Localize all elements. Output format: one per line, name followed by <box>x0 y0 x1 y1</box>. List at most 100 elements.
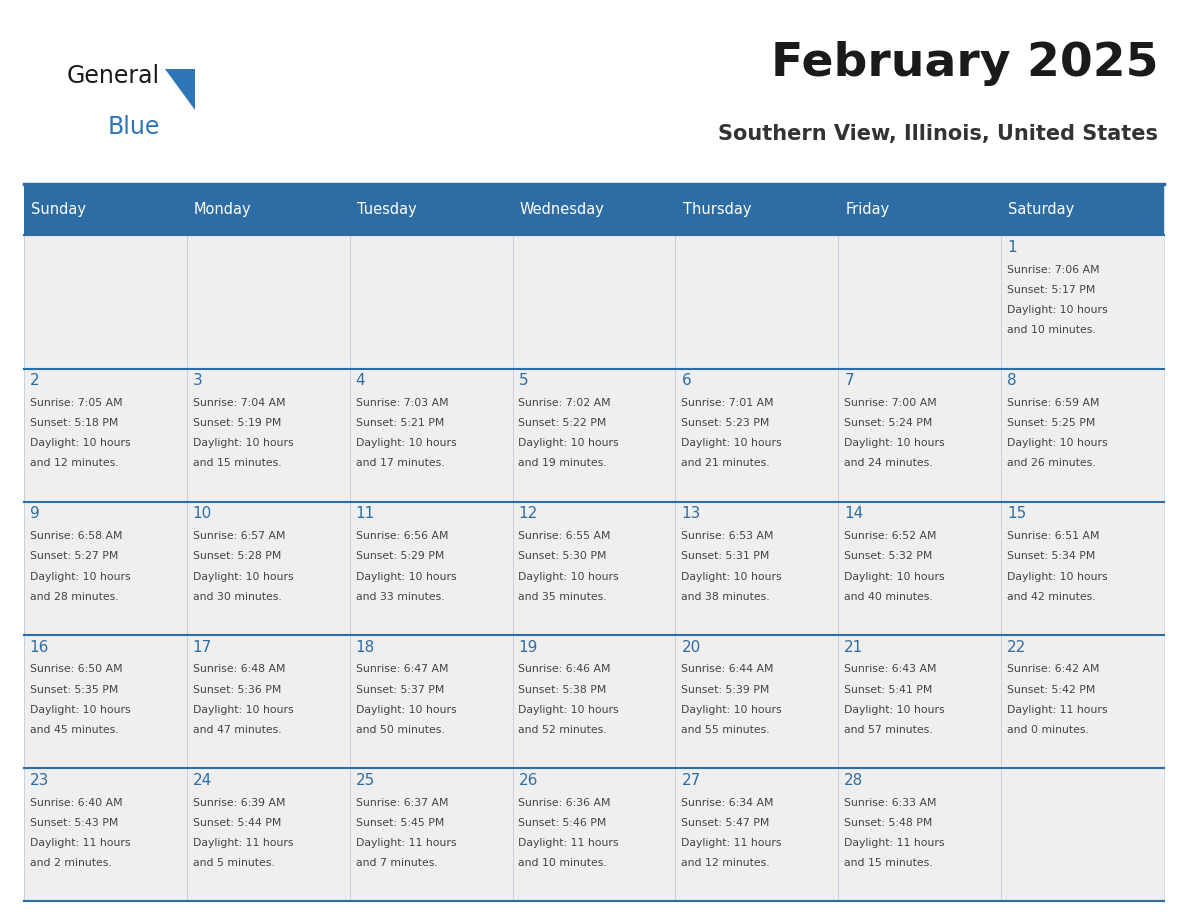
Text: Thursday: Thursday <box>683 202 751 217</box>
Bar <box>187 502 349 635</box>
Text: Sunset: 5:23 PM: Sunset: 5:23 PM <box>682 418 770 428</box>
Text: Sunset: 5:19 PM: Sunset: 5:19 PM <box>192 418 282 428</box>
Text: 27: 27 <box>682 773 701 788</box>
Text: Sunrise: 6:46 AM: Sunrise: 6:46 AM <box>518 665 611 675</box>
Text: Sunset: 5:42 PM: Sunset: 5:42 PM <box>1007 685 1095 695</box>
Text: Sunrise: 6:57 AM: Sunrise: 6:57 AM <box>192 532 285 541</box>
Text: Daylight: 11 hours: Daylight: 11 hours <box>355 838 456 848</box>
Text: and 21 minutes.: and 21 minutes. <box>682 458 770 468</box>
Bar <box>512 635 676 768</box>
Text: Sunset: 5:17 PM: Sunset: 5:17 PM <box>1007 285 1095 295</box>
Text: 18: 18 <box>355 640 374 655</box>
Text: and 30 minutes.: and 30 minutes. <box>192 592 282 601</box>
Text: 13: 13 <box>682 507 701 521</box>
Text: and 2 minutes.: and 2 minutes. <box>30 858 112 868</box>
Text: Sunday: Sunday <box>31 202 86 217</box>
Text: Sunset: 5:37 PM: Sunset: 5:37 PM <box>355 685 444 695</box>
Text: Daylight: 10 hours: Daylight: 10 hours <box>1007 305 1108 315</box>
Text: Daylight: 10 hours: Daylight: 10 hours <box>30 438 131 448</box>
Text: and 55 minutes.: and 55 minutes. <box>682 725 770 735</box>
Polygon shape <box>165 69 195 110</box>
Text: Sunrise: 6:48 AM: Sunrise: 6:48 AM <box>192 665 285 675</box>
Bar <box>24 368 187 502</box>
Bar <box>187 368 349 502</box>
Text: Daylight: 10 hours: Daylight: 10 hours <box>192 438 293 448</box>
Text: Sunrise: 6:56 AM: Sunrise: 6:56 AM <box>355 532 448 541</box>
Text: and 42 minutes.: and 42 minutes. <box>1007 592 1095 601</box>
Text: Sunset: 5:22 PM: Sunset: 5:22 PM <box>518 418 607 428</box>
Text: Sunrise: 7:05 AM: Sunrise: 7:05 AM <box>30 397 122 408</box>
Text: and 33 minutes.: and 33 minutes. <box>355 592 444 601</box>
Text: Sunrise: 6:39 AM: Sunrise: 6:39 AM <box>192 798 285 808</box>
Text: February 2025: February 2025 <box>771 41 1158 86</box>
Text: and 0 minutes.: and 0 minutes. <box>1007 725 1089 735</box>
Text: Sunset: 5:31 PM: Sunset: 5:31 PM <box>682 552 770 561</box>
Text: Sunset: 5:18 PM: Sunset: 5:18 PM <box>30 418 118 428</box>
Text: Sunrise: 6:42 AM: Sunrise: 6:42 AM <box>1007 665 1100 675</box>
Text: Daylight: 10 hours: Daylight: 10 hours <box>30 705 131 715</box>
Text: Sunrise: 7:02 AM: Sunrise: 7:02 AM <box>518 397 611 408</box>
Bar <box>512 768 676 901</box>
Text: and 26 minutes.: and 26 minutes. <box>1007 458 1095 468</box>
Text: 3: 3 <box>192 373 202 388</box>
Text: and 52 minutes.: and 52 minutes. <box>518 725 607 735</box>
Bar <box>676 768 839 901</box>
Text: Daylight: 10 hours: Daylight: 10 hours <box>1007 572 1108 581</box>
Text: Daylight: 10 hours: Daylight: 10 hours <box>682 438 782 448</box>
Bar <box>839 635 1001 768</box>
Text: Sunrise: 6:50 AM: Sunrise: 6:50 AM <box>30 665 122 675</box>
Bar <box>24 184 1164 235</box>
Text: Sunset: 5:27 PM: Sunset: 5:27 PM <box>30 552 118 561</box>
Text: and 47 minutes.: and 47 minutes. <box>192 725 282 735</box>
Bar <box>349 635 512 768</box>
Text: and 12 minutes.: and 12 minutes. <box>30 458 119 468</box>
Text: Sunset: 5:21 PM: Sunset: 5:21 PM <box>355 418 444 428</box>
Text: Sunrise: 6:36 AM: Sunrise: 6:36 AM <box>518 798 611 808</box>
Bar <box>1001 635 1164 768</box>
Text: Sunrise: 6:59 AM: Sunrise: 6:59 AM <box>1007 397 1100 408</box>
Text: 20: 20 <box>682 640 701 655</box>
Text: Daylight: 10 hours: Daylight: 10 hours <box>518 572 619 581</box>
Text: and 17 minutes.: and 17 minutes. <box>355 458 444 468</box>
Bar <box>349 235 512 368</box>
Text: 26: 26 <box>518 773 538 788</box>
Text: 17: 17 <box>192 640 211 655</box>
Bar <box>349 768 512 901</box>
Text: Sunrise: 6:33 AM: Sunrise: 6:33 AM <box>845 798 937 808</box>
Text: Sunset: 5:25 PM: Sunset: 5:25 PM <box>1007 418 1095 428</box>
Text: Sunrise: 7:04 AM: Sunrise: 7:04 AM <box>192 397 285 408</box>
Bar <box>839 502 1001 635</box>
Bar <box>24 635 187 768</box>
Text: 1: 1 <box>1007 240 1017 255</box>
Text: Sunrise: 7:01 AM: Sunrise: 7:01 AM <box>682 397 775 408</box>
Text: Southern View, Illinois, United States: Southern View, Illinois, United States <box>719 124 1158 144</box>
Bar <box>512 235 676 368</box>
Text: Daylight: 10 hours: Daylight: 10 hours <box>845 705 944 715</box>
Text: Daylight: 10 hours: Daylight: 10 hours <box>355 438 456 448</box>
Bar <box>676 502 839 635</box>
Text: and 40 minutes.: and 40 minutes. <box>845 592 933 601</box>
Text: Daylight: 10 hours: Daylight: 10 hours <box>30 572 131 581</box>
Bar <box>187 635 349 768</box>
Text: 11: 11 <box>355 507 374 521</box>
Text: and 7 minutes.: and 7 minutes. <box>355 858 437 868</box>
Text: 8: 8 <box>1007 373 1017 388</box>
Text: Daylight: 10 hours: Daylight: 10 hours <box>518 438 619 448</box>
Text: 6: 6 <box>682 373 691 388</box>
Text: 22: 22 <box>1007 640 1026 655</box>
Text: 28: 28 <box>845 773 864 788</box>
Text: Sunset: 5:29 PM: Sunset: 5:29 PM <box>355 552 444 561</box>
Text: Sunset: 5:35 PM: Sunset: 5:35 PM <box>30 685 118 695</box>
Text: Daylight: 10 hours: Daylight: 10 hours <box>1007 438 1108 448</box>
Text: Sunrise: 6:47 AM: Sunrise: 6:47 AM <box>355 665 448 675</box>
Text: Saturday: Saturday <box>1009 202 1075 217</box>
Text: 21: 21 <box>845 640 864 655</box>
Text: Daylight: 10 hours: Daylight: 10 hours <box>845 572 944 581</box>
Text: 24: 24 <box>192 773 211 788</box>
Text: and 50 minutes.: and 50 minutes. <box>355 725 444 735</box>
Bar <box>839 235 1001 368</box>
Bar <box>676 635 839 768</box>
Text: General: General <box>67 64 159 88</box>
Text: and 12 minutes.: and 12 minutes. <box>682 858 770 868</box>
Text: Sunrise: 6:52 AM: Sunrise: 6:52 AM <box>845 532 937 541</box>
